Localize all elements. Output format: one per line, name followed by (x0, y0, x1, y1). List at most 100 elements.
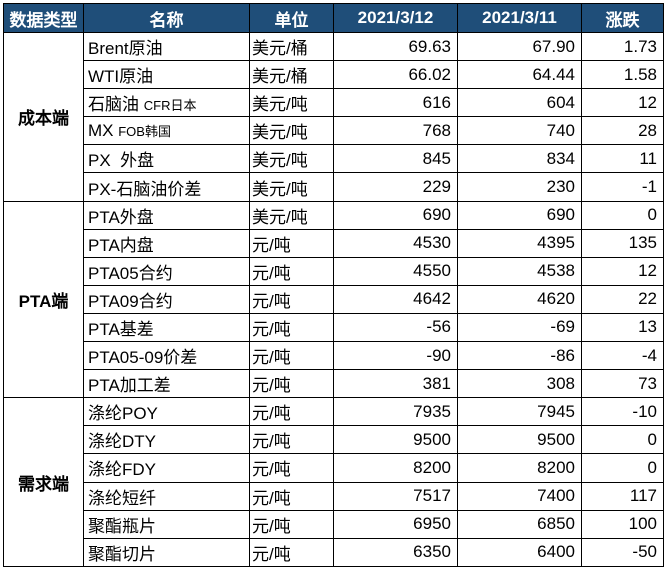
table-row: PTA基差 元/吨 -56 -69 13 (4, 312, 664, 343)
table-row: 成本端 Brent原油 美元/桶 69.63 67.90 1.73 (3, 31, 664, 202)
unit-cell: 元/吨 (249, 256, 334, 286)
change-value: 13 (581, 312, 664, 343)
change-value: 1.58 (581, 60, 664, 90)
value-date-2: 4538 (457, 256, 582, 286)
item-name-cell: 聚酯瓶片 (83, 509, 250, 539)
value-date-2: 6850 (457, 509, 582, 539)
item-name: WTI原油 (88, 67, 154, 87)
item-name-cell: 石脑油 CFR日本 (83, 88, 250, 118)
table-row: 涤纶FDY 元/吨 8200 8200 0 (4, 453, 664, 483)
item-name: PTA内盘 (88, 235, 154, 255)
value-date-2: 7945 (457, 397, 582, 427)
value-date-1: 8200 (333, 453, 458, 483)
change-value: 117 (581, 481, 664, 511)
value-date-2: 230 (457, 172, 582, 202)
change-value: 100 (581, 509, 664, 539)
change-value: -10 (581, 397, 664, 427)
table-row: PX-石脑油价差 美元/吨 229 230 -1 (4, 172, 664, 202)
table-body: 成本端 Brent原油 美元/桶 69.63 67.90 1.73 WTI原油 美元/桶 66.… (3, 31, 664, 568)
item-name-cell: 涤纶POY (83, 397, 250, 427)
table-row: 涤纶短纤 元/吨 7517 7400 117 (4, 481, 664, 511)
value-date-1: 7517 (333, 481, 458, 511)
item-name: PTA基差 (88, 319, 154, 339)
change-value: -50 (581, 537, 664, 568)
unit-cell: 元/吨 (249, 284, 334, 314)
unit-cell: 美元/吨 (249, 172, 334, 202)
value-date-1: 690 (333, 200, 458, 230)
table-row: WTI原油 美元/桶 66.02 64.44 1.58 (4, 60, 664, 90)
value-date-2: 6400 (457, 537, 582, 568)
item-name: 涤纶短纤 (88, 488, 156, 508)
table-row: PX 外盘 美元/吨 845 834 11 (4, 144, 664, 174)
item-name: PTA加工差 (88, 376, 171, 396)
table-row: 聚酯瓶片 元/吨 6950 6850 100 (4, 509, 664, 539)
table-row: PTA05-09价差 元/吨 -90 -86 -4 (4, 341, 664, 371)
value-date-2: -86 (457, 341, 582, 371)
table-row: PTA内盘 元/吨 4530 4395 135 (4, 228, 664, 258)
header-change: 涨跌 (581, 3, 664, 33)
item-name-cell: PTA加工差 (83, 369, 250, 399)
item-name-cell: PX 外盘 (83, 144, 250, 174)
item-name-cell: 涤纶FDY (83, 453, 250, 483)
value-date-1: 4550 (333, 256, 458, 286)
unit-cell: 美元/吨 (249, 88, 334, 118)
change-value: 1.73 (581, 31, 664, 62)
value-date-1: -56 (333, 312, 458, 343)
item-name-cell: WTI原油 (83, 60, 250, 90)
value-date-1: 768 (333, 116, 458, 146)
value-date-2: 308 (457, 369, 582, 399)
item-name-cell: 涤纶短纤 (83, 481, 250, 511)
unit-cell: 元/吨 (249, 453, 334, 483)
change-value: 0 (581, 425, 664, 455)
value-date-2: 690 (457, 200, 582, 230)
item-name: PX 外盘 (88, 151, 155, 171)
value-date-2: 8200 (457, 453, 582, 483)
value-date-2: 7400 (457, 481, 582, 511)
table-row: PTA09合约 元/吨 4642 4620 22 (4, 284, 664, 314)
item-name: 涤纶POY (88, 404, 158, 424)
item-name: 聚酯切片 (88, 544, 156, 564)
table-row: MX FOB韩国 美元/吨 768 740 28 (4, 116, 664, 146)
value-date-2: 740 (457, 116, 582, 146)
value-date-1: 6350 (333, 537, 458, 568)
unit-cell: 美元/桶 (249, 60, 334, 90)
table-row: PTA05合约 元/吨 4550 4538 12 (4, 256, 664, 286)
unit-cell: 元/吨 (249, 397, 334, 427)
unit-cell: 元/吨 (249, 341, 334, 371)
item-name-cell: PTA基差 (83, 312, 250, 343)
change-value: 22 (581, 284, 664, 314)
item-name-cell: PTA05-09价差 (83, 341, 250, 371)
table-row: 需求端 涤纶POY 元/吨 7935 7945 -10 (3, 397, 664, 567)
item-name: 石脑油 (88, 95, 144, 115)
value-date-1: 381 (333, 369, 458, 399)
header-unit: 单位 (249, 3, 334, 33)
item-name: 聚酯瓶片 (88, 516, 156, 536)
change-value: 135 (581, 228, 664, 258)
header-name: 名称 (83, 3, 250, 33)
value-date-2: 604 (457, 88, 582, 118)
value-date-1: 4530 (333, 228, 458, 258)
value-date-1: -90 (333, 341, 458, 371)
item-name-suffix: FOB韩国 (118, 123, 171, 139)
value-date-2: 64.44 (457, 60, 582, 90)
item-name: PX-石脑油价差 (88, 179, 202, 199)
value-date-2: 834 (457, 144, 582, 174)
item-name: MX (88, 120, 119, 140)
item-name: Brent原油 (88, 39, 163, 59)
item-name-cell: PTA内盘 (83, 228, 250, 258)
unit-cell: 元/吨 (249, 312, 334, 343)
item-name: 涤纶FDY (88, 460, 156, 480)
change-value: 28 (581, 116, 664, 146)
table-row: 涤纶DTY 元/吨 9500 9500 0 (4, 425, 664, 455)
item-name-cell: 涤纶DTY (83, 425, 250, 455)
value-date-2: 4395 (457, 228, 582, 258)
item-name-suffix: CFR日本 (143, 98, 197, 114)
header-date-1: 2021/3/12 (333, 3, 458, 33)
change-value: 0 (581, 200, 664, 230)
value-date-2: 4620 (457, 284, 582, 314)
unit-cell: 美元/吨 (249, 116, 334, 146)
change-value: 12 (581, 88, 664, 118)
unit-cell: 元/吨 (249, 537, 334, 568)
table-row: 石脑油 CFR日本 美元/吨 616 604 12 (4, 88, 664, 118)
table-row: PTA加工差 元/吨 381 308 73 (4, 369, 664, 399)
